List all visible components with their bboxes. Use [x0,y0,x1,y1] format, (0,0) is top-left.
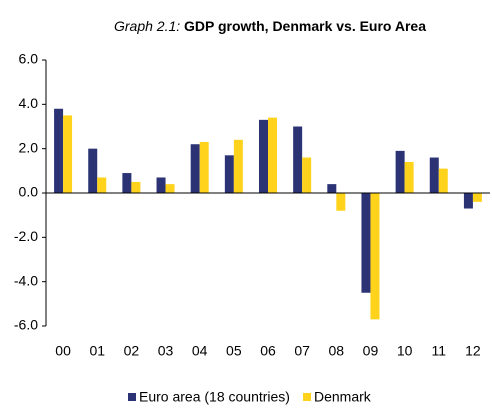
y-tick-label: -4.0 [14,272,38,288]
bar [165,184,175,193]
bar [88,148,98,193]
x-tick-label: 11 [431,343,446,359]
bar [293,126,303,193]
bar [54,108,64,193]
bar [224,155,234,193]
bar [63,115,73,193]
x-tick-label: 07 [294,343,310,359]
legend-swatch [128,393,136,401]
y-tick-label: 0.0 [19,184,39,200]
x-tick-label: 08 [329,343,345,359]
bar [199,142,209,193]
y-tick-label: 2.0 [19,139,39,155]
legend-swatch [303,393,311,401]
bar [395,150,405,193]
chart-title-group: Graph 2.1: GDP growth, Denmark vs. Euro … [114,18,426,34]
bar [370,193,380,320]
chart-title: GDP growth, Denmark vs. Euro Area [184,18,426,34]
x-tick-label: 05 [226,343,242,359]
y-tick-label: 4.0 [19,95,39,111]
bar [131,181,141,193]
bar [122,173,132,193]
bar [268,117,277,193]
bar [438,168,448,193]
y-tick-label: -6.0 [14,317,38,333]
bar [327,184,337,193]
bar [361,193,371,293]
x-tick-label: 01 [89,343,105,359]
x-tick-label: 10 [397,343,413,359]
x-tick-label: 09 [363,343,379,359]
bar [472,193,482,202]
x-tick-label: 00 [55,343,71,359]
legend-label: Denmark [314,389,372,405]
x-tick-label: 06 [260,343,276,359]
bar [302,157,312,193]
legend-label: Euro area (18 countries) [139,389,290,405]
x-tick-label: 03 [158,343,174,359]
bar [404,161,414,193]
bar [233,139,243,193]
y-tick-label: 6.0 [19,51,39,67]
bar [336,193,346,211]
bar [463,193,473,209]
title-number: Graph 2.1: [114,18,180,34]
y-tick-label: -2.0 [14,228,38,244]
bar [156,177,166,193]
bar [190,144,200,193]
bar [97,177,107,193]
x-tick-label: 12 [465,343,481,359]
bar [429,157,439,193]
bar [259,119,268,193]
x-tick-label: 02 [124,343,140,359]
x-tick-label: 04 [192,343,208,359]
